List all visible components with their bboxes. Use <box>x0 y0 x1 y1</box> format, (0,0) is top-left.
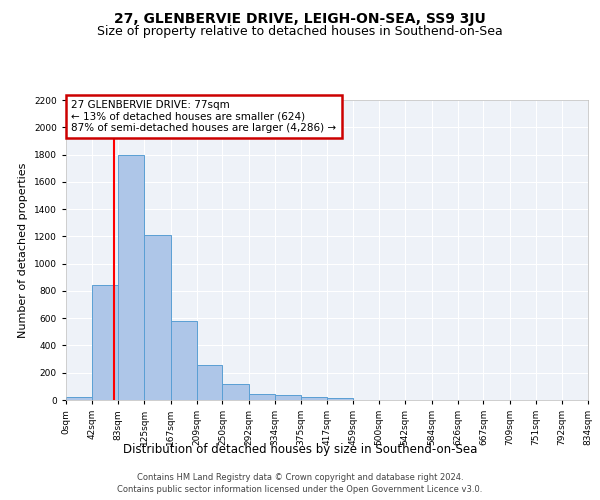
Bar <box>197 365 223 400</box>
Bar <box>223 384 249 400</box>
Bar <box>66 396 92 400</box>
Bar <box>92 286 118 400</box>
Text: Contains HM Land Registry data © Crown copyright and database right 2024.: Contains HM Land Registry data © Crown c… <box>137 472 463 482</box>
Bar <box>301 396 327 400</box>
Bar <box>144 235 170 400</box>
Text: Distribution of detached houses by size in Southend-on-Sea: Distribution of detached houses by size … <box>123 442 477 456</box>
Bar <box>170 321 197 400</box>
Bar <box>275 395 301 400</box>
Bar <box>327 398 353 400</box>
Bar <box>249 394 275 400</box>
Text: 27 GLENBERVIE DRIVE: 77sqm
← 13% of detached houses are smaller (624)
87% of sem: 27 GLENBERVIE DRIVE: 77sqm ← 13% of deta… <box>71 100 337 133</box>
Y-axis label: Number of detached properties: Number of detached properties <box>19 162 28 338</box>
Text: Contains public sector information licensed under the Open Government Licence v3: Contains public sector information licen… <box>118 485 482 494</box>
Bar <box>118 154 144 400</box>
Text: 27, GLENBERVIE DRIVE, LEIGH-ON-SEA, SS9 3JU: 27, GLENBERVIE DRIVE, LEIGH-ON-SEA, SS9 … <box>114 12 486 26</box>
Text: Size of property relative to detached houses in Southend-on-Sea: Size of property relative to detached ho… <box>97 25 503 38</box>
